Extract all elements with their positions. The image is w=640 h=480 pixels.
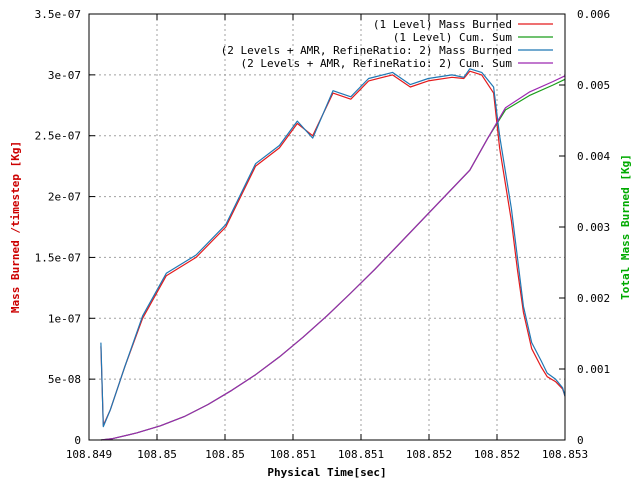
y2-tick-label: 0.006 — [577, 8, 610, 21]
y-tick-label: 1e-07 — [48, 312, 81, 325]
y2-tick-label: 0.001 — [577, 363, 610, 376]
y-tick-label: 1.5e-07 — [35, 251, 81, 264]
grid — [89, 14, 565, 440]
series-line-3 — [100, 68, 566, 428]
x-tick-label: 108.852 — [474, 448, 520, 461]
y-tick-label: 3e-07 — [48, 69, 81, 82]
y-tick-label: 2e-07 — [48, 191, 81, 204]
y-tick-label: 5e-08 — [48, 373, 81, 386]
y2-tick-label: 0.002 — [577, 292, 610, 305]
x-tick-label: 108.853 — [542, 448, 588, 461]
series-line-1 — [100, 70, 566, 426]
series-lines — [100, 68, 566, 441]
legend-label-3: (2 Levels + AMR, RefineRatio: 2) Mass Bu… — [221, 44, 512, 57]
legend-label-4: (2 Levels + AMR, RefineRatio: 2) Cum. Su… — [240, 57, 512, 70]
y2-tick-label: 0.005 — [577, 79, 610, 92]
x-tick-label: 108.851 — [270, 448, 316, 461]
x-axis-title: Physical Time[sec] — [267, 466, 386, 479]
y2-tick-label: 0.003 — [577, 221, 610, 234]
x-tick-label: 108.85 — [137, 448, 177, 461]
x-tick-label: 108.85 — [205, 448, 245, 461]
series-line-4 — [100, 75, 566, 441]
y-axis-title: Mass Burned /timestep [Kg] — [9, 141, 22, 313]
legend-label-1: (1 Level) Mass Burned — [373, 18, 512, 31]
ticks: 108.849 108.85 108.85 108.851 108.851 108.852… — [35, 8, 611, 461]
y2-axis-title: Total Mass Burned [Kg] — [619, 154, 632, 300]
legend-label-2: (1 Level) Cum. Sum — [393, 31, 513, 44]
y-tick-label: 3.5e-07 — [35, 8, 81, 21]
legend: (1 Level) Mass Burned(1 Level) Cum. Sum(… — [221, 18, 553, 70]
y-tick-label: 2.5e-07 — [35, 130, 81, 143]
x-tick-label: 108.849 — [66, 448, 112, 461]
x-tick-label: 108.852 — [406, 448, 452, 461]
x-tick-label: 108.851 — [338, 448, 384, 461]
y-tick-label: 0 — [74, 434, 81, 447]
y2-tick-label: 0.004 — [577, 150, 610, 163]
y2-tick-label: 0 — [577, 434, 584, 447]
